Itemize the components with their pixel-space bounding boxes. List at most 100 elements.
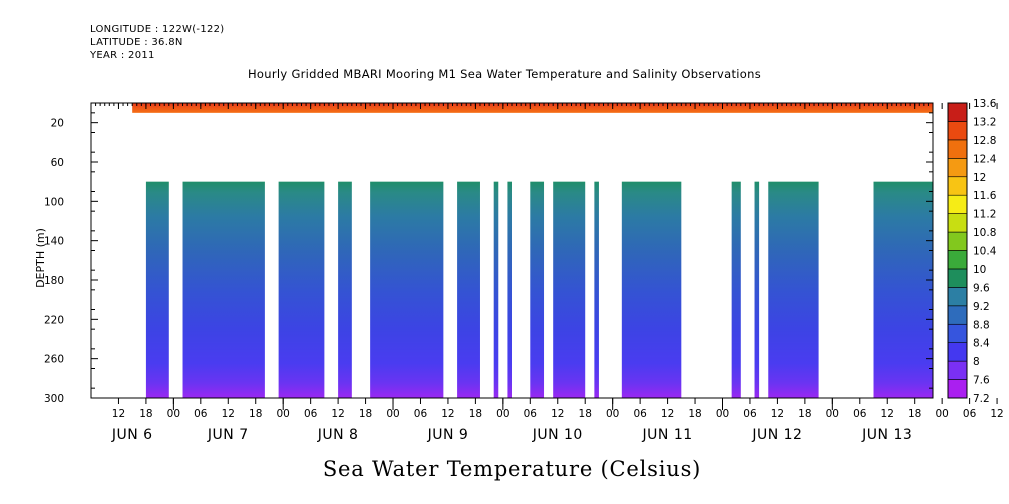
colorbar-label: 12.8	[973, 135, 996, 147]
colorbar-cell	[947, 323, 968, 343]
deep-temperature-segment	[145, 181, 169, 398]
x-hour-label: 18	[359, 408, 372, 420]
x-hour-label: 18	[249, 408, 262, 420]
x-hour-label: 00	[606, 408, 619, 420]
x-date-label: JUN 9	[427, 427, 469, 443]
x-hour-label: 18	[798, 408, 811, 420]
x-hour-label: 00	[935, 408, 948, 420]
deep-temperature-segment	[873, 181, 933, 398]
x-hour-label: 00	[826, 408, 839, 420]
x-hour-label: 06	[853, 408, 867, 420]
x-hour-label: 18	[139, 408, 152, 420]
y-tick-label: 100	[44, 196, 64, 208]
x-hour-label: 12	[222, 408, 235, 420]
colorbar-label: 8.8	[973, 319, 990, 331]
x-hour-label: 12	[881, 408, 894, 420]
x-hour-label: 06	[194, 408, 208, 420]
deep-temperature-segment	[594, 181, 599, 398]
deep-temperature-segment	[530, 181, 545, 398]
y-tick-label: 300	[44, 393, 64, 405]
x-hour-label: 06	[414, 408, 428, 420]
colorbar-cell	[947, 176, 968, 196]
x-axis-label: Sea Water Temperature (Celsius)	[323, 457, 701, 481]
y-axis-label: DEPTH (m)	[34, 228, 47, 288]
deep-temperature-segment	[182, 181, 265, 398]
deep-temperature-segment	[493, 181, 499, 398]
deep-temperature-segment	[768, 181, 819, 398]
colorbar-cell	[947, 342, 968, 362]
colorbar-cell	[947, 287, 968, 307]
x-hour-label: 18	[579, 408, 592, 420]
x-hour-label: 12	[661, 408, 674, 420]
x-hour-label: 06	[304, 408, 318, 420]
colorbar-label: 12.4	[973, 153, 997, 165]
x-hour-label: 00	[386, 408, 399, 420]
surface-temperature-band	[132, 103, 933, 113]
y-tick-label: 60	[51, 157, 64, 169]
colorbar-label: 10	[973, 264, 986, 276]
x-date-label: JUN 11	[642, 427, 693, 443]
x-hour-label: 18	[469, 408, 482, 420]
y-tick-label: 260	[44, 354, 64, 366]
colorbar-label: 12	[973, 172, 986, 184]
x-date-label: JUN 6	[111, 427, 153, 443]
x-hour-label: 06	[963, 408, 977, 420]
colorbar-label: 9.2	[973, 301, 990, 313]
colorbar-label: 13.2	[973, 116, 996, 128]
colorbar-label: 10.4	[973, 246, 997, 258]
x-hour-label: 12	[441, 408, 454, 420]
colorbar-label: 9.6	[973, 282, 990, 294]
colorbar-cell	[947, 102, 968, 122]
x-date-label: JUN 12	[751, 427, 802, 443]
colorbar-frame	[947, 102, 968, 399]
x-date-label: JUN 8	[317, 427, 359, 443]
colorbar-cell	[947, 379, 968, 399]
colorbar-label: 8.4	[973, 338, 990, 350]
deep-temperature-segment	[731, 181, 741, 398]
colorbar-cell	[947, 158, 968, 178]
x-hour-label: 12	[990, 408, 1003, 420]
x-hour-label: 18	[908, 408, 921, 420]
x-hour-label: 12	[551, 408, 564, 420]
colorbar-label: 11.2	[973, 209, 996, 221]
deep-temperature-segment	[621, 181, 682, 398]
x-hour-label: 18	[688, 408, 701, 420]
colorbar-label: 7.6	[973, 375, 990, 387]
x-hour-label: 12	[771, 408, 784, 420]
x-hour-label: 06	[633, 408, 647, 420]
colorbar-cell	[947, 250, 968, 270]
colorbar-cell	[947, 194, 968, 214]
colorbar-label: 13.6	[973, 98, 997, 110]
y-tick-label: 140	[44, 236, 64, 248]
colorbar-cell	[947, 121, 968, 141]
colorbar-label: 10.8	[973, 227, 996, 239]
deep-temperature-segment	[754, 181, 760, 398]
longitude-label: LONGITUDE : 122W(-122)	[90, 24, 225, 35]
deep-temperature-segment	[338, 181, 352, 398]
year-label: YEAR : 2011	[90, 50, 155, 61]
colorbar-cell	[947, 305, 968, 325]
colorbar-cell	[947, 213, 968, 233]
y-tick-label: 220	[44, 314, 64, 326]
x-hour-label: 06	[743, 408, 757, 420]
colorbar-cell	[947, 231, 968, 251]
y-tick-label: 20	[51, 118, 64, 130]
x-hour-label: 00	[496, 408, 509, 420]
x-hour-label: 06	[524, 408, 538, 420]
colorbar-label: 11.6	[973, 190, 997, 202]
y-tick-label: 180	[44, 275, 64, 287]
colorbar-cell	[947, 360, 968, 380]
x-hour-label: 00	[716, 408, 729, 420]
x-date-label: JUN 10	[532, 427, 583, 443]
deep-temperature-segment	[370, 181, 444, 398]
deep-temperature-segment	[553, 181, 586, 398]
deep-temperature-segment	[507, 181, 512, 398]
colorbar-cell	[947, 139, 968, 159]
colorbar-label: 8	[973, 356, 980, 368]
latitude-label: LATITUDE : 36.8N	[90, 37, 183, 48]
x-hour-label: 00	[277, 408, 290, 420]
colorbar-label: 7.2	[973, 393, 990, 405]
x-hour-label: 12	[112, 408, 125, 420]
chart-title: Hourly Gridded MBARI Mooring M1 Sea Wate…	[247, 67, 762, 81]
x-hour-label: 00	[167, 408, 180, 420]
